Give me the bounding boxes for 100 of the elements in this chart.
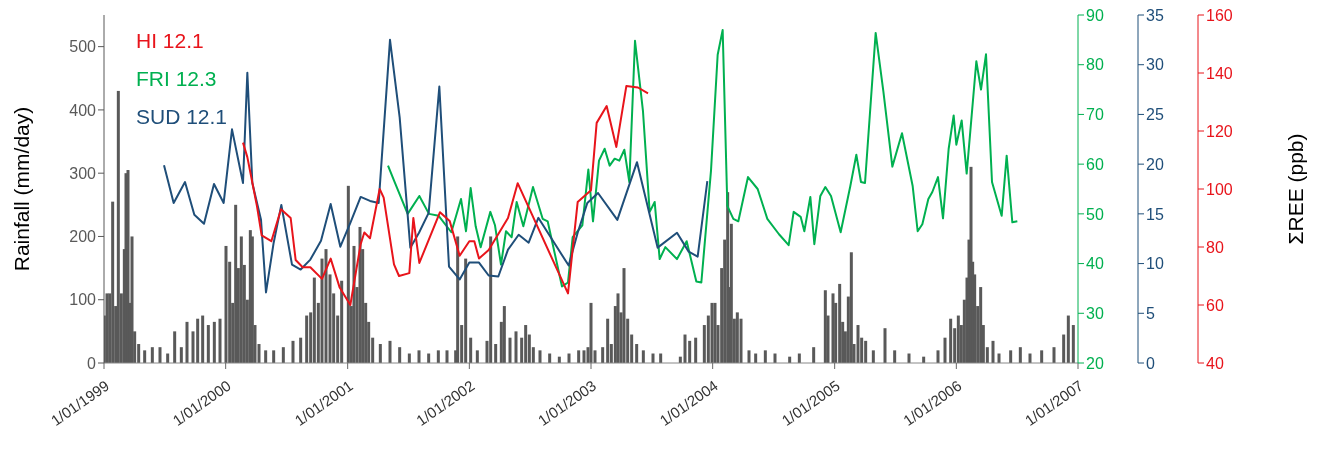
y3-tick-label: 10 — [1146, 255, 1164, 273]
bar — [340, 280, 344, 363]
bar — [979, 287, 983, 363]
y-tick-label: 40 — [1206, 354, 1224, 372]
bar — [956, 315, 960, 363]
bar — [305, 315, 309, 363]
bar — [763, 350, 767, 363]
bar — [196, 318, 200, 363]
bar — [622, 268, 626, 363]
bar — [445, 350, 449, 363]
bar — [464, 258, 468, 363]
bar — [635, 344, 639, 363]
text: FRI 12.3 — [136, 66, 218, 92]
bar — [1018, 347, 1022, 363]
bar — [218, 318, 222, 363]
bar — [116, 90, 120, 363]
y2-tick-label: 60 — [1086, 155, 1104, 173]
bar — [713, 302, 717, 363]
y2-tick-label: 90 — [1086, 6, 1104, 24]
bar — [735, 312, 739, 363]
line-series — [387, 28, 1019, 288]
y2-tick-label: 20 — [1086, 354, 1104, 372]
bar — [883, 328, 887, 363]
bar — [1062, 334, 1066, 363]
y2-tick-label: 70 — [1086, 106, 1104, 124]
bar — [417, 350, 421, 363]
bar — [747, 350, 751, 363]
bar — [812, 347, 816, 363]
line-series — [242, 85, 649, 306]
y3-tick-label: 0 — [1146, 354, 1155, 372]
bar — [949, 318, 953, 363]
y-tick-label: 80 — [1206, 238, 1224, 256]
bar — [514, 331, 518, 363]
y-axis-title: Rainfall (mm/day) — [10, 106, 34, 272]
y-tick-label: 60 — [1206, 296, 1224, 314]
series-label: SUD 12.1 — [136, 104, 229, 130]
bar — [856, 325, 860, 363]
bar — [494, 344, 498, 363]
bar — [475, 350, 479, 363]
y3-tick-label: 35 — [1146, 6, 1164, 24]
bar — [1071, 325, 1075, 363]
bar — [469, 337, 473, 363]
y3-tick-label: 25 — [1146, 106, 1164, 124]
bar — [234, 204, 238, 363]
y-tick-label: 300 — [69, 164, 97, 182]
bar — [206, 325, 210, 363]
bar — [324, 249, 328, 363]
y-tick-label: 160 — [1206, 6, 1233, 24]
bar — [1040, 350, 1044, 363]
y3-tick-label: 30 — [1146, 56, 1164, 74]
bar — [823, 290, 827, 363]
bar — [577, 350, 581, 363]
bar — [502, 306, 506, 363]
bar — [281, 347, 285, 363]
y3-tick-label: 5 — [1146, 304, 1155, 322]
bar — [641, 350, 645, 363]
bar — [694, 337, 698, 363]
bar — [346, 185, 350, 363]
y3-tick-label: 15 — [1146, 205, 1164, 223]
bar — [158, 347, 162, 363]
bar — [683, 334, 687, 363]
bar — [1052, 347, 1056, 363]
bar — [710, 302, 714, 363]
bar — [936, 350, 940, 363]
y2-tick-label: 40 — [1086, 255, 1104, 273]
y-tick-label: 120 — [1206, 122, 1233, 140]
bar — [378, 344, 382, 363]
y-tick-label: 200 — [69, 228, 97, 246]
bar — [601, 347, 605, 363]
bar — [299, 337, 303, 363]
y-tick-label: 100 — [69, 291, 97, 309]
bar — [1009, 350, 1013, 363]
y2-tick-label: 30 — [1086, 304, 1104, 322]
bar — [589, 302, 593, 363]
bar — [264, 350, 268, 363]
y-tick-label: 100 — [1206, 180, 1233, 198]
bar — [582, 350, 586, 363]
bar — [838, 283, 842, 363]
bar — [508, 337, 512, 363]
y2-tick-label: 50 — [1086, 205, 1104, 223]
bar — [272, 350, 276, 363]
bar — [1066, 315, 1070, 363]
y3-tick-label: 20 — [1146, 155, 1164, 173]
bar — [398, 347, 402, 363]
y-axis-title: ΣREE (ppb) — [1284, 133, 1308, 245]
bar — [436, 350, 440, 363]
y-tick-label: 400 — [69, 101, 97, 119]
bar — [524, 325, 528, 363]
bar — [212, 321, 216, 363]
bar — [185, 321, 189, 363]
bar — [224, 245, 228, 363]
y2-tick-label: 80 — [1086, 56, 1104, 74]
bar — [111, 201, 115, 363]
y-tick-label: 140 — [1206, 64, 1233, 82]
bar — [864, 340, 868, 363]
bar — [456, 236, 460, 363]
bar — [893, 350, 897, 363]
bar — [291, 340, 295, 363]
bar — [606, 318, 610, 363]
text: HI 12.1 — [136, 28, 205, 54]
